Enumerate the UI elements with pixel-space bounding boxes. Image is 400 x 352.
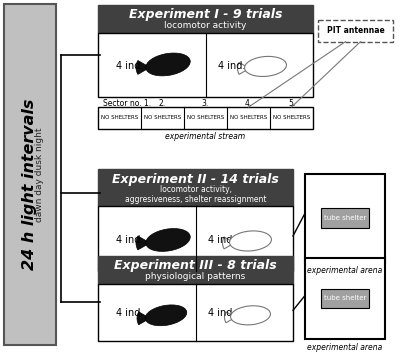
Text: NO SHELTERS: NO SHELTERS xyxy=(230,115,267,120)
Bar xyxy=(98,107,313,129)
Text: 4 ind.: 4 ind. xyxy=(116,308,143,318)
Bar xyxy=(98,169,293,206)
Text: 24 h light intervals: 24 h light intervals xyxy=(22,99,38,270)
Bar xyxy=(321,208,369,228)
Text: 4 ind.: 4 ind. xyxy=(208,308,235,318)
Bar xyxy=(318,20,393,42)
Text: 4 ind.: 4 ind. xyxy=(116,235,143,245)
Wedge shape xyxy=(224,312,236,323)
Text: NO SHELTERS: NO SHELTERS xyxy=(187,115,224,120)
Text: 4 ind.: 4 ind. xyxy=(116,62,143,71)
Bar xyxy=(98,5,313,33)
Text: 2.: 2. xyxy=(159,99,166,108)
Text: locomotor activity: locomotor activity xyxy=(164,21,247,30)
Text: PIT antennae: PIT antennae xyxy=(327,26,384,35)
Text: 4 ind.: 4 ind. xyxy=(208,235,235,245)
Text: 3.: 3. xyxy=(202,99,209,108)
Text: Sector no. 1.: Sector no. 1. xyxy=(103,99,151,108)
Text: Experiment III - 8 trials: Experiment III - 8 trials xyxy=(114,259,277,272)
Ellipse shape xyxy=(230,306,270,325)
Text: tube shelter: tube shelter xyxy=(324,215,366,221)
Bar xyxy=(321,289,369,308)
Wedge shape xyxy=(136,236,150,250)
Ellipse shape xyxy=(244,56,286,76)
Text: Experiment I - 9 trials: Experiment I - 9 trials xyxy=(129,8,282,21)
Wedge shape xyxy=(136,61,150,74)
Text: physiological patterns: physiological patterns xyxy=(145,272,246,281)
Ellipse shape xyxy=(145,305,187,326)
Text: locomotor activity,
aggresiveness, shelter reassignment: locomotor activity, aggresiveness, shelt… xyxy=(125,185,266,204)
Text: NO SHELTERS: NO SHELTERS xyxy=(144,115,181,120)
Text: experimental arena: experimental arena xyxy=(307,266,383,275)
Text: tube shelter: tube shelter xyxy=(324,295,366,301)
Text: 4.: 4. xyxy=(245,99,252,108)
Ellipse shape xyxy=(146,53,190,76)
Text: dawn day dusk night: dawn day dusk night xyxy=(36,127,44,222)
Wedge shape xyxy=(222,237,234,249)
Text: 5.: 5. xyxy=(288,99,295,108)
Wedge shape xyxy=(238,62,250,74)
Text: NO SHELTERS: NO SHELTERS xyxy=(101,115,138,120)
Text: Experiment II - 14 trials: Experiment II - 14 trials xyxy=(112,173,279,186)
Wedge shape xyxy=(137,312,150,325)
Text: experimental arena: experimental arena xyxy=(307,342,383,352)
Ellipse shape xyxy=(146,228,190,251)
Bar xyxy=(98,284,293,341)
Text: 4 ind.: 4 ind. xyxy=(218,62,245,71)
Bar xyxy=(98,206,293,271)
Text: NO SHELTERS: NO SHELTERS xyxy=(273,115,310,120)
Bar xyxy=(305,174,385,263)
Bar xyxy=(98,33,313,97)
Bar xyxy=(98,256,293,284)
Text: experimental stream: experimental stream xyxy=(166,132,246,142)
Ellipse shape xyxy=(230,231,272,251)
Bar xyxy=(4,4,56,345)
Bar xyxy=(305,258,385,339)
